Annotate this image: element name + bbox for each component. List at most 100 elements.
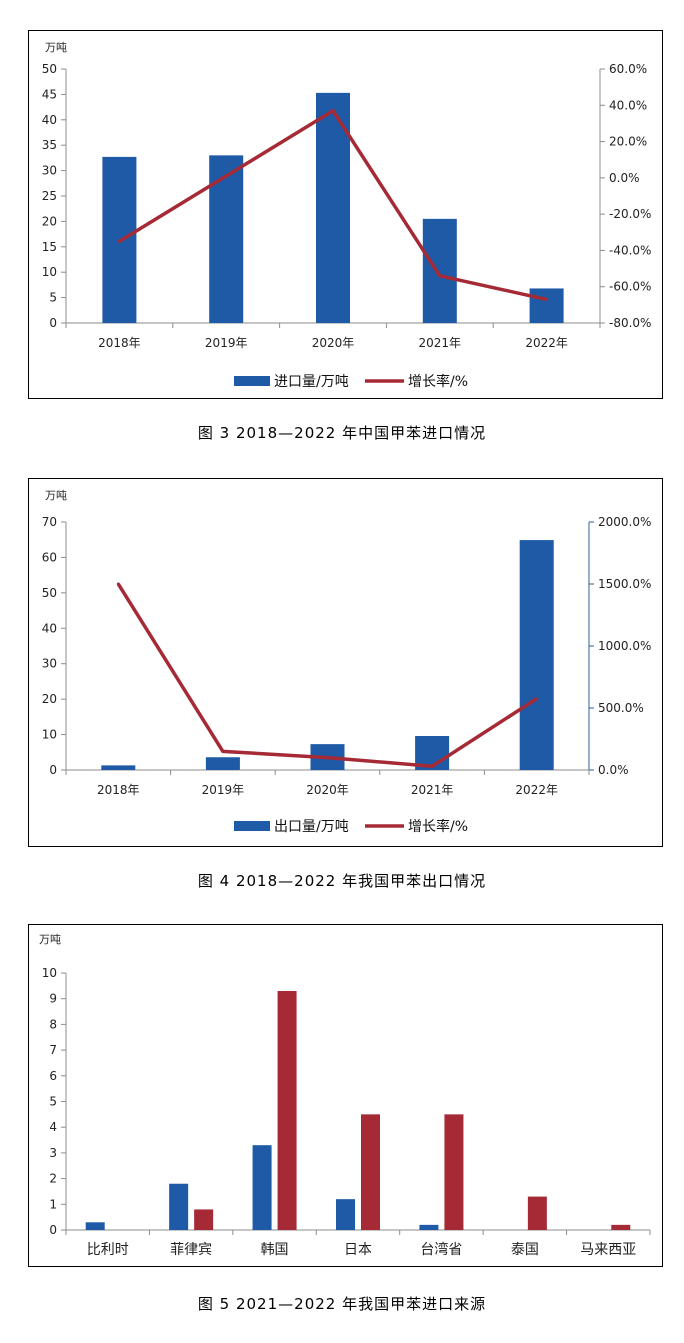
right-y-tick-label: 0.0% — [598, 763, 629, 777]
legend-line-label: 增长率/% — [408, 373, 468, 390]
left-y-tick-label: 30 — [42, 657, 57, 671]
x-tick-label: 2019年 — [205, 336, 248, 350]
bar-2022年 — [529, 288, 564, 323]
bar-2018年 — [101, 765, 136, 770]
x-tick-label: 2020年 — [312, 336, 355, 350]
y-tick-label: 1 — [49, 1197, 57, 1211]
legend-line-label: 增长率/% — [408, 818, 468, 835]
right-y-tick-label: -80.0% — [609, 316, 651, 330]
bar-2019年 — [205, 757, 240, 770]
right-y-tick-label: -40.0% — [609, 243, 651, 257]
x-tick-label: 2018年 — [98, 336, 141, 350]
x-tick-label: 台湾省 — [420, 1241, 462, 1258]
left-y-tick-label: 20 — [42, 214, 57, 228]
x-tick-label: 日本 — [344, 1242, 372, 1258]
figure5-caption: 图 5 2021—2022 年我国甲苯进口来源 — [197, 1295, 487, 1313]
left-y-tick-label: 10 — [42, 728, 57, 742]
left-y-tick-label: 15 — [42, 240, 57, 254]
growth-rate-point-2022年 — [545, 297, 549, 301]
y-tick-label: 7 — [49, 1043, 57, 1057]
figure4-chart: 万吨 0 10 20 30 40 50 60 70 0.0% 500.0% 1000.0% 1500.0… — [28, 478, 663, 847]
growth-rate-point-2021年 — [438, 274, 442, 278]
legend-bar-label: 出口量/万吨 — [274, 819, 349, 835]
x-tick-label: 韩国 — [261, 1242, 289, 1258]
right-y-tick-label: -60.0% — [609, 280, 651, 294]
bar-菲律宾-series2 — [194, 1209, 214, 1230]
right-y-tick-label: 20.0% — [609, 135, 647, 149]
figure5-chart: 万吨 0 1 2 3 4 5 6 7 8 9 10 比利时 菲律宾 韩国 日本 台湾省 泰国 马来西亚 — [28, 924, 663, 1267]
growth-rate-point-2018年 — [117, 239, 121, 243]
bar-比利时-series1 — [85, 1222, 105, 1230]
y-tick-label: 5 — [49, 1095, 57, 1109]
bar-日本-series1 — [336, 1199, 355, 1230]
figure3-chart: 万吨 0 5 10 15 20 25 30 35 40 45 50 -80.0% -60.0% -40.0%… — [28, 30, 663, 399]
left-y-tick-label: 0 — [49, 763, 57, 777]
y-tick-label: 8 — [49, 1017, 57, 1031]
bar-台湾省-series2 — [444, 1114, 464, 1230]
figure5-svg: 万吨 0 1 2 3 4 5 6 7 8 9 10 比利时 菲律宾 韩国 日本 台湾省 泰国 马来西亚 — [39, 933, 651, 1258]
right-y-tick-label: 500.0% — [598, 701, 644, 715]
x-tick-label: 比利时 — [87, 1242, 129, 1258]
y-tick-label: 3 — [49, 1146, 57, 1160]
y-tick-label: 4 — [49, 1120, 57, 1134]
y-tick-label: 6 — [49, 1069, 57, 1083]
right-y-tick-label: 40.0% — [609, 98, 647, 112]
growth-rate-point-2022年 — [535, 697, 539, 701]
x-tick-label: 2022年 — [515, 783, 558, 797]
left-y-tick-label: 60 — [42, 550, 57, 564]
x-tick-label: 马来西亚 — [580, 1242, 636, 1258]
right-y-tick-label: 2000.0% — [598, 515, 651, 529]
bar-菲律宾-series1 — [169, 1183, 189, 1230]
left-y-tick-label: 25 — [42, 189, 57, 203]
y-tick-label: 10 — [42, 966, 57, 980]
x-tick-label: 2019年 — [202, 783, 245, 797]
right-y-tick-label: 1000.0% — [598, 639, 651, 653]
right-y-tick-label: -20.0% — [609, 207, 651, 221]
bar-2019年 — [209, 155, 244, 323]
left-y-tick-label: 70 — [42, 515, 57, 529]
figure4-caption: 图 4 2018—2022 年我国甲苯出口情况 — [197, 872, 487, 890]
growth-rate-point-2020年 — [331, 109, 335, 113]
x-tick-label: 菲律宾 — [170, 1242, 212, 1258]
x-tick-label: 泰国 — [511, 1242, 539, 1258]
left-y-tick-label: 50 — [42, 586, 57, 600]
x-tick-label: 2021年 — [411, 783, 454, 797]
y-axis-unit-label: 万吨 — [45, 41, 67, 54]
bar-2022年 — [519, 540, 554, 770]
growth-rate-line — [116, 583, 538, 769]
right-y-tick-label: 60.0% — [609, 62, 647, 76]
x-tick-label: 2018年 — [97, 783, 140, 797]
y-axis-unit-label: 万吨 — [45, 489, 67, 502]
bar-2021年 — [422, 218, 457, 323]
left-y-tick-label: 20 — [42, 692, 57, 706]
bar-韩国-series1 — [252, 1145, 272, 1230]
left-y-tick-label: 30 — [42, 164, 57, 178]
y-tick-label: 2 — [49, 1172, 57, 1186]
x-tick-label: 2020年 — [306, 783, 349, 797]
figure4-svg: 万吨 0 10 20 30 40 50 60 70 0.0% 500.0% 1000.0% 1500.0… — [42, 489, 652, 835]
left-y-tick-label: 10 — [42, 265, 57, 279]
growth-rate-point-2018年 — [116, 582, 120, 586]
bar-韩国-series2 — [277, 990, 297, 1230]
x-tick-label: 2022年 — [525, 336, 568, 350]
bar-台湾省-series1 — [419, 1224, 439, 1230]
left-y-tick-label: 40 — [42, 113, 57, 127]
bar-日本-series2 — [361, 1114, 380, 1230]
left-y-tick-label: 45 — [42, 87, 57, 101]
bar-泰国-series2 — [527, 1196, 547, 1230]
figure3-caption: 图 3 2018—2022 年中国甲苯进口情况 — [197, 424, 487, 442]
legend-bar-label: 进口量/万吨 — [274, 374, 349, 390]
legend-bar-swatch — [234, 821, 270, 831]
x-tick-label: 2021年 — [419, 336, 462, 350]
growth-rate-point-2019年 — [221, 749, 225, 753]
figure3-svg: 万吨 0 5 10 15 20 25 30 35 40 45 50 -80.0% -60.0% -40.0%… — [42, 41, 652, 390]
left-y-tick-label: 5 — [49, 291, 57, 305]
right-y-tick-label: 0.0% — [609, 171, 640, 185]
right-y-tick-label: 1500.0% — [598, 577, 651, 591]
left-y-tick-label: 50 — [42, 62, 57, 76]
y-tick-label: 9 — [49, 992, 57, 1006]
y-tick-label: 0 — [49, 1223, 57, 1237]
left-y-tick-label: 40 — [42, 621, 57, 635]
left-y-tick-label: 0 — [49, 316, 57, 330]
bar-马来西亚-series2 — [611, 1224, 631, 1230]
